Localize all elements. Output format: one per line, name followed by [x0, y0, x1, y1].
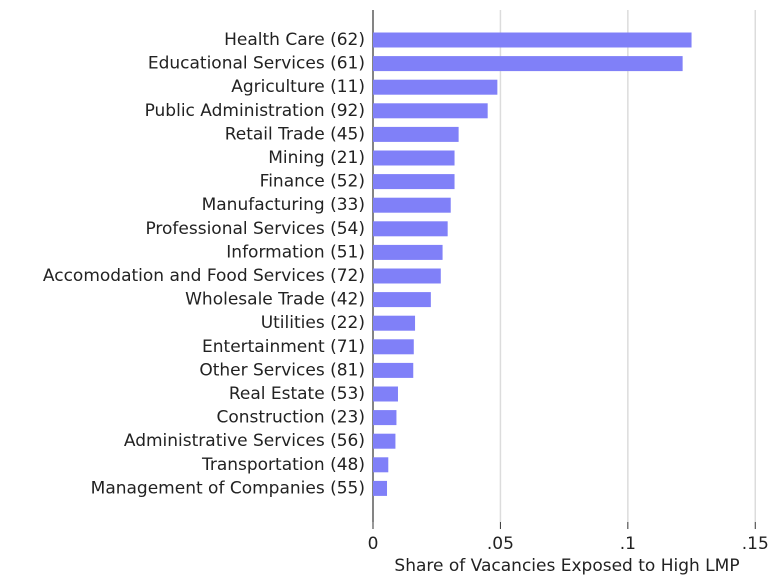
bar [373, 221, 448, 237]
y-tick-label: Professional Services (54) [145, 219, 365, 239]
y-tick-label: Transportation (48) [201, 455, 365, 475]
bar [373, 292, 431, 308]
y-tick-label: Other Services (81) [199, 360, 365, 380]
bar [373, 174, 455, 190]
x-axis-title: Share of Vacancies Exposed to High LMP [394, 556, 739, 576]
y-tick-label: Information (51) [226, 242, 365, 262]
bar [373, 150, 455, 166]
x-tick-label: .1 [620, 534, 636, 554]
bar [373, 244, 443, 260]
bar [373, 197, 451, 213]
x-tick-label: .05 [487, 534, 514, 554]
x-tick-label: .15 [742, 534, 769, 554]
bar [373, 362, 414, 378]
bar [373, 126, 459, 142]
bar [373, 268, 441, 284]
y-tick-label: Entertainment (71) [202, 337, 365, 357]
y-tick-label: Retail Trade (45) [225, 124, 365, 144]
y-tick-label: Utilities (22) [261, 313, 365, 333]
y-tick-label: Educational Services (61) [148, 54, 365, 74]
y-tick-label: Accomodation and Food Services (72) [43, 266, 365, 286]
y-tick-label: Management of Companies (55) [91, 478, 365, 498]
y-tick-label: Mining (21) [268, 148, 365, 168]
bar [373, 315, 416, 331]
x-tick-label: 0 [368, 534, 379, 554]
y-tick-label: Finance (52) [260, 172, 365, 192]
bar [373, 103, 488, 119]
bar [373, 79, 498, 95]
bar [373, 56, 683, 72]
y-tick-label: Construction (23) [216, 408, 365, 428]
y-tick-label: Agriculture (11) [231, 77, 365, 97]
bar [373, 386, 398, 402]
bar [373, 32, 692, 48]
bar [373, 457, 389, 473]
y-tick-label: Real Estate (53) [229, 384, 365, 404]
y-tick-label: Manufacturing (33) [202, 195, 365, 215]
bar [373, 410, 397, 426]
y-tick-label: Administrative Services (56) [124, 431, 365, 451]
y-tick-label: Public Administration (92) [145, 101, 365, 121]
y-tick-label: Health Care (62) [224, 30, 365, 50]
y-tick-label: Wholesale Trade (42) [185, 290, 365, 310]
bar [373, 480, 388, 496]
bar [373, 339, 414, 355]
bar [373, 433, 396, 449]
